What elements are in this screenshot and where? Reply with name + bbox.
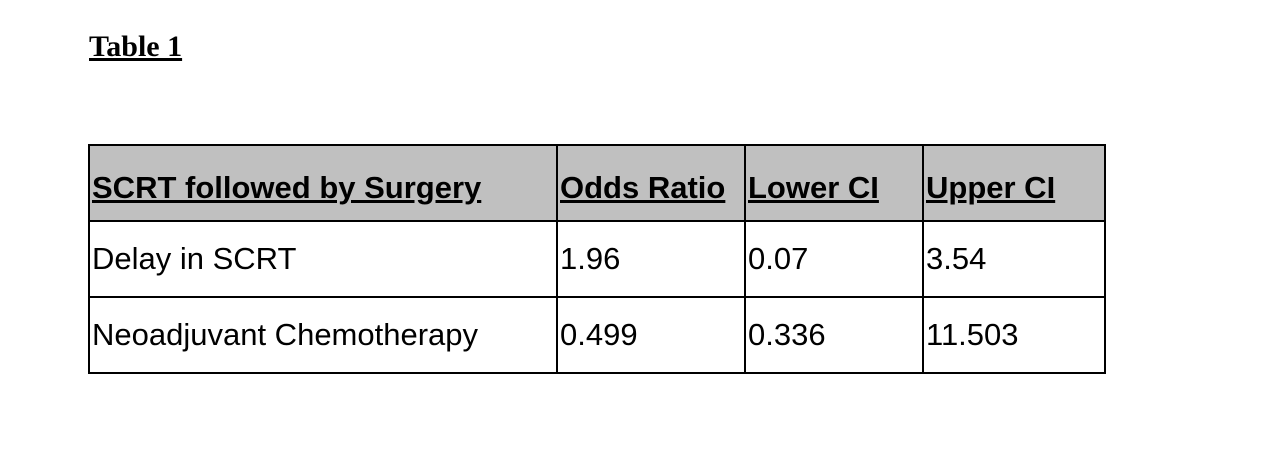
header-cell: Upper CI <box>922 144 1106 222</box>
table-cell: 11.503 <box>922 296 1106 374</box>
table-cell: 0.336 <box>744 296 924 374</box>
table-cell: Neoadjuvant Chemotherapy <box>88 296 558 374</box>
header-cell: Odds Ratio <box>556 144 746 222</box>
table-cell: 3.54 <box>922 220 1106 298</box>
table-row: Delay in SCRT 1.96 0.07 3.54 <box>88 220 1106 298</box>
header-cell: SCRT followed by Surgery <box>88 144 558 222</box>
table-title: Table 1 <box>89 30 183 63</box>
table-row: Neoadjuvant Chemotherapy 0.499 0.336 11.503 <box>88 296 1106 374</box>
table-cell: 0.07 <box>744 220 924 298</box>
table-body: Delay in SCRT 1.96 0.07 3.54 Neoadjuvant Che… <box>88 220 1106 374</box>
data-table: SCRT followed by Surgery Odds Ratio Lower … <box>88 144 1106 374</box>
table-cell: Delay in SCRT <box>88 220 558 298</box>
header-cell: Lower CI <box>744 144 924 222</box>
header-row: SCRT followed by Surgery Odds Ratio Lower … <box>88 144 1106 222</box>
table-cell: 1.96 <box>556 220 746 298</box>
table-cell: 0.499 <box>556 296 746 374</box>
